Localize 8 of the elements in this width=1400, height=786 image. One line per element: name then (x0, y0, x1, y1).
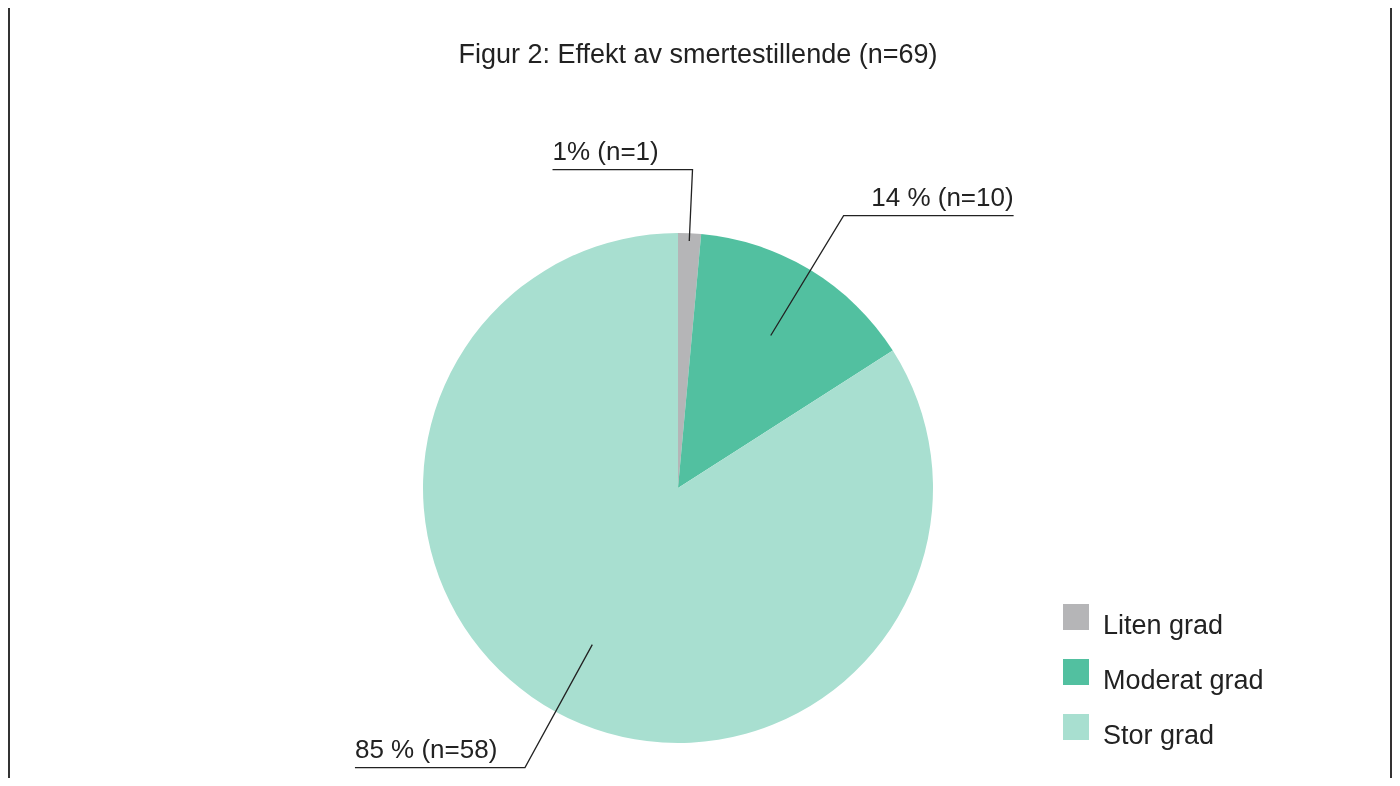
data-label: 1% (n=1) (552, 135, 659, 166)
legend-label: Moderat grad (1103, 665, 1264, 696)
data-label: 85 % (n=58) (354, 733, 498, 764)
chart-title: Figur 2: Effekt av smertestillende (n=69) (458, 39, 938, 69)
legend-label: Liten grad (1103, 610, 1224, 641)
legend-label: Stor grad (1103, 720, 1215, 751)
data-label: 14 % (n=10) (871, 181, 1014, 212)
pie-slice (678, 234, 893, 488)
